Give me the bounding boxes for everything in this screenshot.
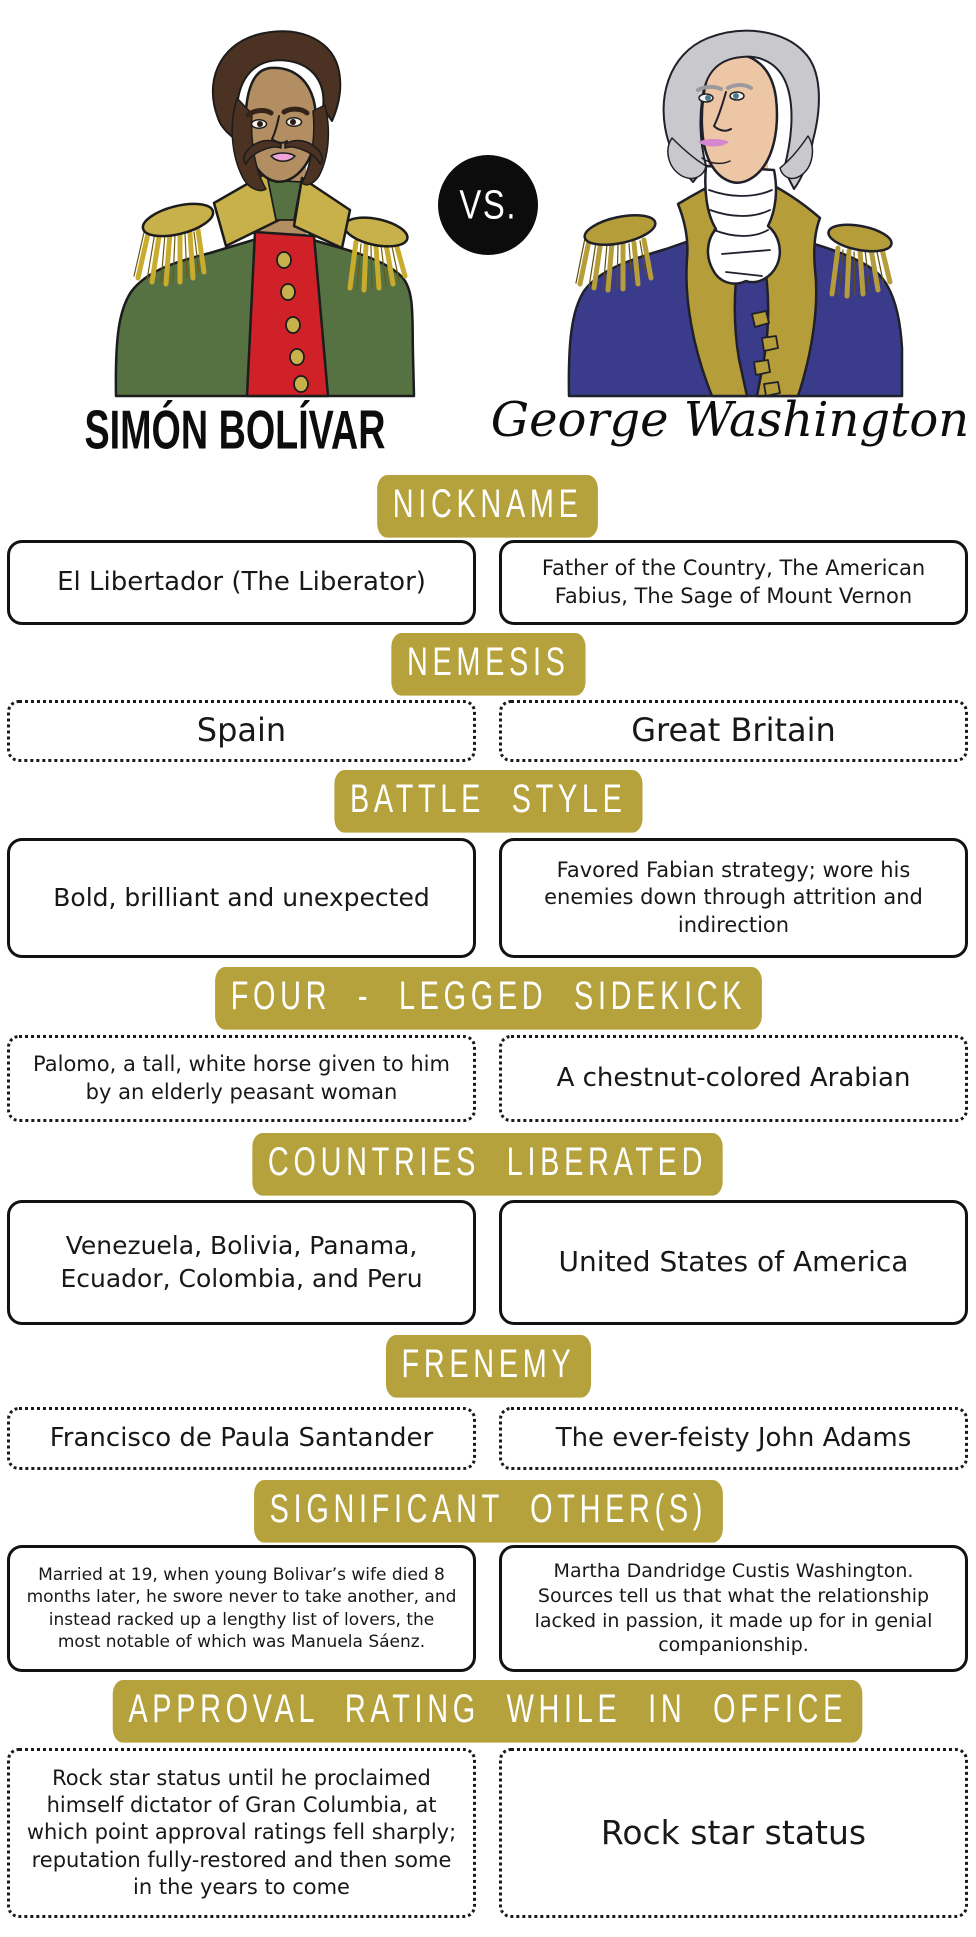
significant-others-right-box: Martha Dandridge Custis Washington. Sour…: [499, 1545, 968, 1672]
washington-buttons: [751, 310, 781, 397]
battle-style-left-box: Bold, brilliant and unexpected: [7, 838, 476, 958]
section-header-significant-others: SIGNIFICANT OTHER(S): [0, 1480, 976, 1543]
bolivar-name: SIMÓN BOLÍVAR: [84, 399, 386, 461]
nickname-badge: NICKNAME: [377, 475, 599, 538]
bolivar-mustache-right: [284, 139, 323, 165]
section-header-battle-style: BATTLE STYLE: [0, 770, 976, 833]
section-header-countries: COUNTRIES LIBERATED: [0, 1133, 976, 1196]
vs-badge: VS.: [438, 155, 538, 255]
washington-epaulette-right: [827, 223, 893, 299]
section-row-battle-style: Bold, brilliant and unexpected Favored F…: [7, 838, 968, 958]
bolivar-eyebrow-right: [281, 106, 310, 116]
bolivar-eyes: [250, 117, 303, 129]
bolivar-epaulette-left: [133, 202, 215, 287]
washington-nose: [713, 91, 732, 132]
bolivar-face: [244, 66, 318, 183]
bolivar-buttons: [276, 251, 309, 393]
bolivar-mustache-left: [243, 139, 282, 165]
nickname-left-box: El Libertador (The Liberator): [7, 540, 476, 625]
washington-hair-roll-left: [667, 137, 707, 180]
bolivar-collar-inner: [267, 179, 302, 221]
bolivar-coat-front: [245, 230, 330, 398]
bolivar-epaulette-right: [343, 216, 409, 293]
bolivar-sideburn-right: [301, 104, 330, 186]
section-row-approval-rating: Rock star status until he proclaimed him…: [7, 1748, 968, 1918]
section-row-sidekick: Palomo, a tall, white horse given to him…: [7, 1035, 968, 1122]
countries-left-box: Venezuela, Bolivia, Panama, Ecuador, Col…: [7, 1200, 476, 1325]
approval-rating-badge: APPROVAL RATING WHILE IN OFFICE: [113, 1680, 863, 1743]
significant-others-left-box: Married at 19, when young Bolivar’s wife…: [7, 1545, 476, 1672]
countries-right-box: United States of America: [499, 1200, 968, 1325]
section-header-nickname: NICKNAME: [0, 475, 976, 538]
washington-hair: [662, 29, 820, 190]
washington-chin-line: [701, 157, 731, 165]
significant-others-badge: SIGNIFICANT OTHER(S): [253, 1480, 723, 1543]
section-row-countries: Venezuela, Bolivia, Panama, Ecuador, Col…: [7, 1200, 968, 1325]
battle-style-badge: BATTLE STYLE: [334, 770, 642, 833]
nemesis-right-box: Great Britain: [499, 700, 968, 762]
nemesis-badge: NEMESIS: [391, 633, 585, 696]
section-header-sidekick: FOUR - LEGGED SIDEKICK: [0, 967, 976, 1030]
washington-cravat: [704, 164, 781, 285]
section-header-nemesis: NEMESIS: [0, 633, 976, 696]
section-row-frenemy: Francisco de Paula Santander The ever-fe…: [7, 1407, 968, 1470]
bolivar-lips: [270, 152, 296, 162]
washington-cravat-folds: [708, 189, 773, 277]
sidekick-badge: FOUR - LEGGED SIDEKICK: [214, 967, 762, 1030]
bolivar-collar-right: [292, 176, 352, 250]
washington-lips: [698, 139, 729, 147]
countries-badge: COUNTRIES LIBERATED: [252, 1133, 724, 1196]
section-header-frenemy: FRENEMY: [0, 1335, 976, 1398]
approval-rating-left-box: Rock star status until he proclaimed him…: [7, 1748, 476, 1918]
battle-style-right-box: Favored Fabian strategy; wore his enemie…: [499, 838, 968, 958]
washington-eyes: [698, 91, 745, 103]
approval-rating-right-box: Rock star status: [499, 1748, 968, 1918]
washington-eyebrow-left: [696, 84, 723, 92]
washington-portrait: [567, 29, 904, 398]
frenemy-left-box: Francisco de Paula Santander: [7, 1407, 476, 1470]
washington-name: George Washington: [490, 392, 970, 448]
washington-epaulette-left: [575, 213, 657, 293]
section-row-nickname: El Libertador (The Liberator) Father of …: [7, 540, 968, 625]
nemesis-left-box: Spain: [7, 700, 476, 762]
washington-hair-roll-right: [779, 135, 814, 180]
section-row-significant-others: Married at 19, when young Bolivar’s wife…: [7, 1545, 968, 1672]
section-header-approval-rating: APPROVAL RATING WHILE IN OFFICE: [0, 1680, 976, 1743]
frenemy-right-box: The ever-feisty John Adams: [499, 1407, 968, 1470]
bolivar-nose: [271, 115, 288, 144]
frenemy-badge: FRENEMY: [385, 1335, 591, 1398]
section-row-nemesis: Spain Great Britain: [7, 700, 968, 762]
nickname-right-box: Father of the Country, The American Fabi…: [499, 540, 968, 625]
bolivar-eyebrow-left: [245, 108, 274, 118]
vs-label: VS.: [459, 182, 517, 227]
bolivar-portrait: [114, 30, 416, 398]
washington-eyebrow-right: [726, 83, 753, 90]
sidekick-left-box: Palomo, a tall, white horse given to him…: [7, 1035, 476, 1122]
sidekick-right-box: A chestnut-colored Arabian: [499, 1035, 968, 1122]
